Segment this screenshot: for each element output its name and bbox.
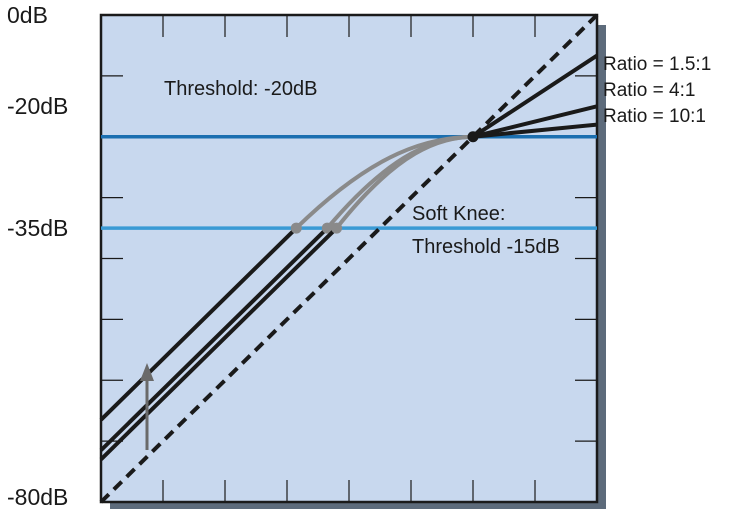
y-tick-label-35: -35dB (7, 215, 68, 241)
ratio-series (99, 53, 599, 461)
unity-gain-line (99, 13, 599, 504)
threshold-label: Threshold: -20dB (164, 78, 317, 100)
series-lower-segment (99, 226, 298, 422)
y-tick-label-0: 0dB (7, 2, 48, 28)
series-lower-segment (99, 226, 329, 452)
gain-arrow-icon (140, 363, 154, 450)
threshold-point (467, 131, 479, 143)
legend-ratio-1-5: Ratio = 1.5:1 (603, 54, 711, 75)
legend-ratio-10: Ratio = 10:1 (603, 106, 706, 127)
knee-point (290, 222, 302, 234)
series-knee-curve (335, 134, 474, 230)
soft-knee-label: Soft Knee: (412, 203, 505, 225)
knee-point (331, 222, 343, 234)
series-upper-segment (471, 53, 599, 139)
series-lower-segment (99, 226, 339, 461)
y-tick-label-20: -20dB (7, 93, 68, 119)
soft-knee-threshold-label: Threshold -15dB (412, 236, 560, 258)
series-upper-segment (472, 104, 598, 139)
y-tick-label-80: -80dB (7, 484, 68, 510)
knee-point (321, 222, 333, 234)
legend-ratio-4: Ratio = 4:1 (603, 80, 695, 101)
series-upper-segment (472, 122, 598, 139)
